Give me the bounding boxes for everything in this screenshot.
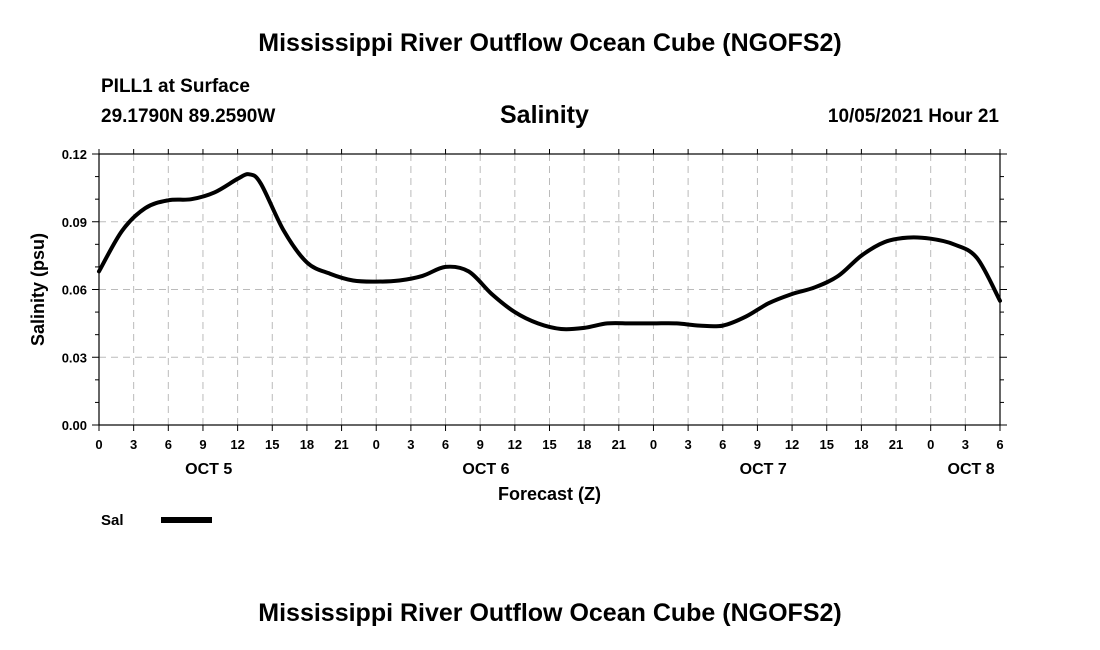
- variable-title: Salinity: [500, 101, 589, 129]
- x-tick-label: 21: [889, 437, 903, 452]
- legend-label: Sal: [101, 512, 124, 529]
- x-tick-label: 6: [165, 437, 172, 452]
- date-label: OCT 6: [462, 461, 509, 478]
- x-tick-label: 18: [577, 437, 591, 452]
- y-tick-label: 0.03: [62, 350, 87, 365]
- x-tick-label: 15: [542, 437, 556, 452]
- date-label: OCT 8: [948, 461, 995, 478]
- y-tick-label: 0.09: [62, 215, 87, 230]
- x-tick-label: 18: [854, 437, 868, 452]
- y-axis-label: Salinity (psu): [28, 233, 48, 346]
- x-tick-label: 3: [130, 437, 137, 452]
- page-title-top: Mississippi River Outflow Ocean Cube (NG…: [258, 29, 842, 57]
- forecast-datetime: 10/05/2021 Hour 21: [827, 106, 999, 127]
- x-tick-label: 6: [996, 437, 1003, 452]
- x-tick-label: 12: [508, 437, 522, 452]
- x-tick-label: 15: [265, 437, 279, 452]
- x-tick-label: 0: [373, 437, 380, 452]
- date-label: OCT 7: [740, 461, 787, 478]
- x-tick-label: 9: [754, 437, 761, 452]
- x-tick-label: 15: [819, 437, 833, 452]
- x-tick-label: 9: [199, 437, 206, 452]
- x-tick-label: 6: [442, 437, 449, 452]
- x-tick-label: 0: [927, 437, 934, 452]
- date-label: OCT 5: [185, 461, 232, 478]
- x-tick-label: 12: [230, 437, 244, 452]
- x-axis-label: Forecast (Z): [498, 484, 601, 504]
- y-tick-label: 0.00: [62, 418, 87, 433]
- x-tick-label: 18: [300, 437, 314, 452]
- y-tick-label: 0.06: [62, 283, 87, 298]
- station-coordinates: 29.1790N 89.2590W: [101, 106, 276, 127]
- x-tick-label: 6: [719, 437, 726, 452]
- page-title-bottom: Mississippi River Outflow Ocean Cube (NG…: [258, 599, 842, 627]
- x-tick-label: 3: [962, 437, 969, 452]
- x-tick-label: 12: [785, 437, 799, 452]
- x-tick-label: 3: [684, 437, 691, 452]
- x-tick-label: 0: [650, 437, 657, 452]
- y-tick-label: 0.12: [62, 147, 87, 162]
- x-tick-label: 0: [95, 437, 102, 452]
- series-line-sal: [97, 172, 1002, 332]
- x-tick-label: 9: [477, 437, 484, 452]
- x-tick-label: 21: [334, 437, 348, 452]
- station-label: PILL1 at Surface: [101, 76, 250, 97]
- x-tick-label: 21: [612, 437, 626, 452]
- x-tick-label: 3: [407, 437, 414, 452]
